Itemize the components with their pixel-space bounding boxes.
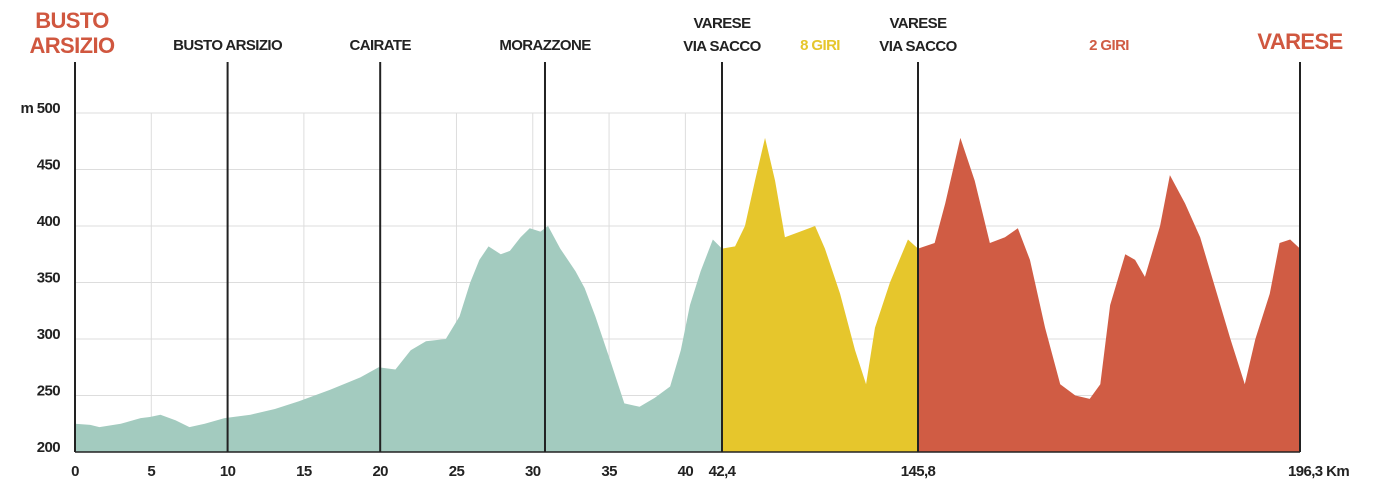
x-tick-label: 145,8: [901, 463, 936, 480]
x-tick-label: 25: [449, 463, 465, 480]
place-label: ARSIZIO: [29, 33, 115, 58]
y-tick-label: 200: [37, 439, 60, 456]
place-label: VARESE: [694, 15, 752, 32]
series-label: 2 GIRI: [1089, 37, 1129, 54]
elevation-area: [722, 137, 918, 453]
place-label: BUSTO: [35, 8, 109, 33]
x-tick-label: 42,4: [709, 463, 737, 480]
y-tick-label: 450: [37, 156, 60, 173]
x-tick-label: 196,3 Km: [1288, 463, 1349, 480]
place-label: VARESE: [1257, 29, 1342, 54]
x-tick-label: 15: [296, 463, 312, 480]
place-label: VARESE: [890, 15, 948, 32]
y-tick-label: 250: [37, 382, 60, 399]
place-label: CAIRATE: [350, 37, 412, 54]
x-tick-label: 40: [678, 463, 694, 480]
elevation-area: [75, 226, 722, 452]
x-tick-label: 35: [601, 463, 617, 480]
series-label: 8 GIRI: [800, 37, 840, 54]
y-tick-label: 400: [37, 213, 60, 230]
x-tick-label: 5: [147, 463, 155, 480]
y-tick-label: m 500: [20, 100, 60, 117]
x-tick-label: 10: [220, 463, 236, 480]
y-tick-label: 350: [37, 269, 60, 286]
x-tick-label: 20: [372, 463, 388, 480]
place-label: VIA SACCO: [683, 38, 761, 55]
place-label: VIA SACCO: [879, 38, 957, 55]
place-label: MORAZZONE: [499, 37, 591, 54]
place-label: BUSTO ARSIZIO: [173, 37, 283, 54]
y-tick-label: 300: [37, 326, 60, 343]
elevation-area: [918, 137, 1300, 453]
x-tick-label: 0: [71, 463, 79, 480]
x-tick-label: 30: [525, 463, 541, 480]
